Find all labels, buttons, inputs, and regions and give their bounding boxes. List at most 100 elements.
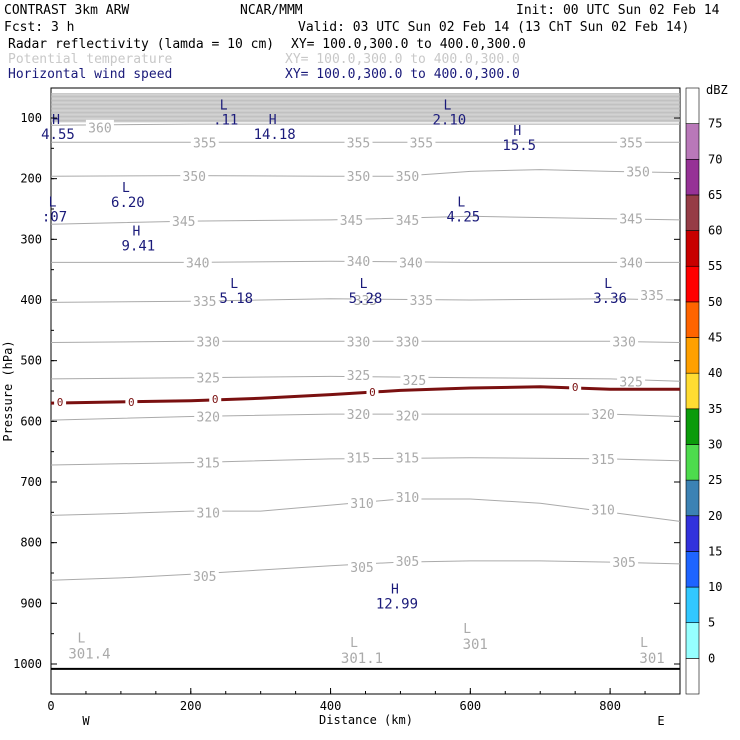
freezing-label-bg: [366, 386, 379, 399]
theta-label-bg: [589, 501, 618, 517]
freezing-label-bg: [569, 380, 582, 393]
wind-extremum-value: 4.25: [446, 210, 480, 226]
theta-label: 320: [197, 410, 220, 425]
wind-extremum-marker: L: [443, 99, 451, 114]
x-tick-label: 400: [320, 699, 342, 713]
x-tick-label: 0: [47, 699, 54, 713]
colorbar-label: 65: [708, 188, 722, 202]
field1-name: Radar reflectivity (lamda = 10 cm): [8, 37, 274, 52]
theta-label-bg: [183, 254, 212, 270]
x-tick-label: 600: [459, 699, 481, 713]
theta-label: 325: [403, 374, 426, 389]
theta-label: 320: [591, 408, 614, 423]
colorbar-label: 5: [708, 616, 715, 630]
theta-label-bg: [624, 163, 653, 179]
theta-label-bg: [617, 254, 646, 270]
theta-label: 325: [619, 375, 642, 390]
colorbar-segment: [685, 194, 700, 231]
y-tick-label: 900: [20, 596, 42, 610]
colorbar-label: 40: [708, 366, 722, 380]
theta-label: 320: [396, 409, 419, 424]
theta-label: 305: [193, 570, 216, 585]
theta-contour-335: [50, 298, 681, 303]
theta-label-bg: [407, 292, 436, 307]
colorbar-label: 25: [708, 473, 722, 487]
theta-label: 340: [347, 255, 370, 270]
freezing-label-bg: [54, 395, 67, 408]
theta-label-bg: [169, 213, 198, 229]
theta-extremum-value: 301: [463, 637, 488, 653]
y-tick-label: 600: [20, 414, 42, 428]
colorbar-label: 0: [708, 651, 715, 665]
theta-extremum-marker: L: [78, 632, 86, 647]
theta-label: 350: [347, 170, 370, 185]
west-label: W: [82, 714, 90, 728]
theta-label-bg: [194, 369, 223, 385]
theta-label: 345: [340, 214, 363, 229]
theta-label-bg: [180, 168, 209, 184]
theta-extremum-marker: L: [640, 636, 648, 651]
wind-extremum-marker: L: [49, 196, 57, 211]
colorbar-segment: [685, 123, 700, 160]
theta-label-bg: [344, 253, 373, 269]
wind-extremum-marker: H: [513, 124, 521, 139]
colorbar-label: 30: [708, 437, 722, 451]
theta-label-bg: [617, 134, 646, 150]
theta-label-bg: [348, 495, 377, 511]
theta-label-bg: [344, 406, 373, 422]
plot-area: 305 305 305 305 310 310 310 310 315 315 315 315 320 3…: [41, 87, 681, 695]
theta-extremum-value: 301.1: [341, 651, 383, 667]
theta-label: 335: [193, 295, 216, 310]
theta-contours: 305 305 305 305 310 310 310 310 315 315 315 315 320 3…: [50, 119, 681, 585]
theta-label: 335: [354, 294, 377, 309]
field2-xy: XY= 100.0,300.0 to 400.0,300.0: [285, 52, 520, 67]
theta-label-bg: [344, 333, 373, 349]
theta-label: 320: [347, 408, 370, 423]
theta-label-bg: [610, 554, 639, 570]
y-tick-label: 200: [20, 172, 42, 186]
colorbar-segment: [685, 372, 700, 410]
theta-label-bg: [190, 293, 219, 309]
x-tick-label: 800: [599, 699, 621, 713]
freezing-label: 0: [212, 393, 219, 406]
center-label: NCAR/MMM: [240, 3, 303, 18]
wind-extremum-marker: L: [604, 277, 612, 292]
colorbar-segment: [685, 337, 700, 374]
theta-label-bg: [348, 558, 377, 574]
theta-label-bg: [393, 333, 422, 349]
colorbar-segment: [685, 265, 700, 303]
colorbar-segment: [685, 87, 700, 124]
wind-extremum-marker: L: [220, 99, 228, 114]
colorbar-segment: [685, 586, 700, 624]
colorbar-label: 55: [708, 259, 722, 273]
x-tick-label: 200: [180, 699, 202, 713]
theta-label-bg: [393, 449, 422, 465]
wind-extremum-value: 5.28: [349, 291, 383, 307]
x-axis: 0 200 400 600 800: [47, 688, 681, 713]
theta-label: 330: [612, 335, 635, 350]
wind-extremum-marker: H: [132, 225, 140, 240]
x-axis-label: Distance (km): [319, 713, 413, 727]
theta-label: 315: [591, 453, 614, 468]
freezing-label-bg: [125, 395, 138, 408]
theta-label: 335: [410, 294, 433, 309]
theta-extremum-marker: L: [463, 622, 471, 637]
theta-label: 355: [619, 136, 642, 151]
colorbar-segment: [685, 158, 700, 196]
theta-extremum-marker: L: [350, 636, 358, 651]
theta-label: 305: [350, 561, 373, 576]
wind-extremum-value: 5.18: [219, 291, 253, 307]
theta-label-bg: [393, 552, 422, 568]
theta-label: 310: [396, 491, 419, 506]
wind-extremum-value: 6.20: [111, 195, 145, 211]
theta-label-bg: [344, 168, 373, 184]
theta-label: 315: [396, 452, 419, 467]
theta-label-bg: [400, 372, 429, 388]
colorbar-label: 50: [708, 295, 722, 309]
theta-label-bg: [407, 134, 436, 150]
theta-label: 355: [193, 136, 216, 151]
forecast-hour: Fcst: 3 h: [4, 20, 74, 35]
y-tick-label: 800: [20, 536, 42, 550]
theta-label: 325: [347, 369, 370, 384]
